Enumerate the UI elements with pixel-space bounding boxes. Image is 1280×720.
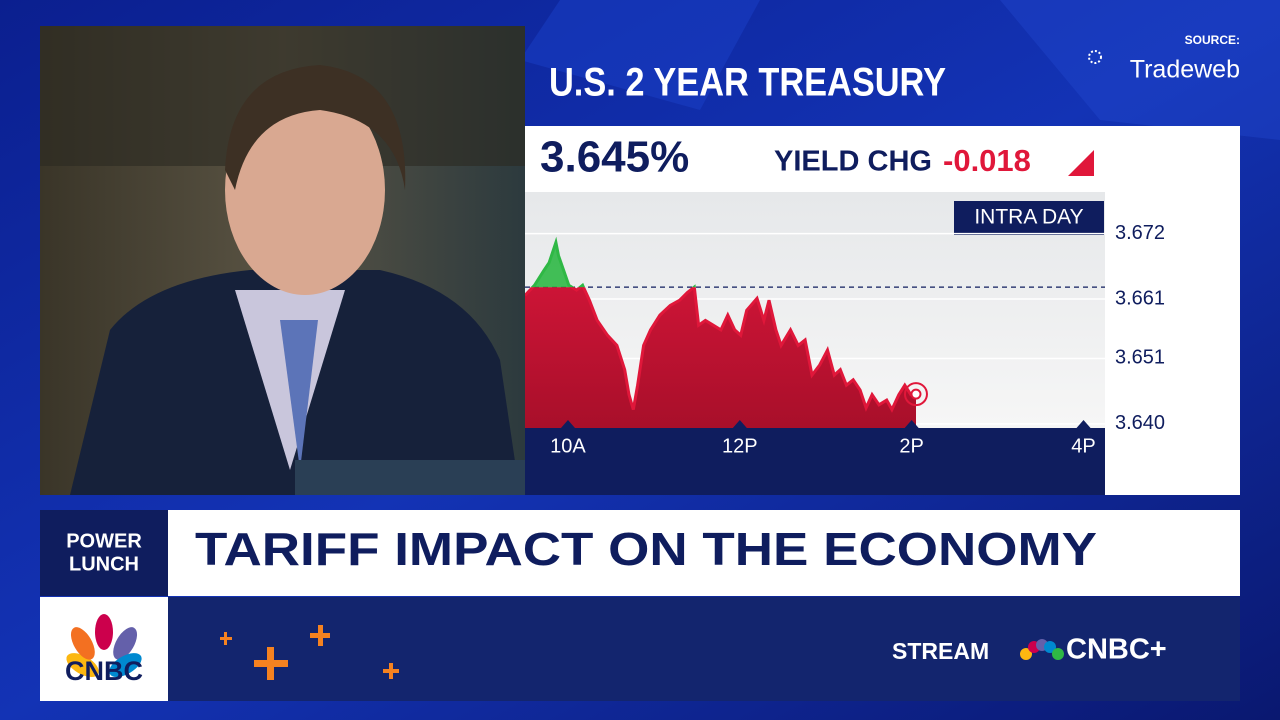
panel-title: U.S. 2 YEAR TREASURY [549,61,946,105]
x-tick-label: 10A [550,435,586,457]
peacock-logo [66,614,142,677]
bg-shape [520,0,760,110]
person-hair [225,65,406,190]
decor-plus [220,625,399,680]
y-axis-panel [1105,192,1240,495]
person-face [225,85,385,295]
source-label: SOURCE: [1185,33,1240,47]
x-tick-mark [732,420,747,428]
show-name-line2: LUNCH [69,553,139,575]
x-tick-mark [1076,420,1091,428]
change-arrow [1068,150,1094,176]
promo-brand: CNBC+ [1066,634,1167,666]
bg-shape [1000,0,1280,140]
y-tick-label: 3.661 [1115,287,1165,309]
laptop [295,460,525,495]
end-marker [910,388,922,400]
ticker-band [168,597,1240,701]
panel-header [525,126,1240,192]
source-name: Tradeweb [1130,56,1240,84]
x-axis-band [525,428,1105,495]
network-name: CNBC [65,656,143,686]
x-tick-label: 12P [722,435,758,457]
y-tick-label: 3.672 [1115,222,1165,244]
line-down [525,287,917,413]
change-value: -0.018 [943,143,1031,178]
y-tick-label: 3.651 [1115,347,1165,369]
x-tick-label: 4P [1071,435,1095,457]
lower-third [40,510,1240,596]
headline: TARIFF IMPACT ON THE ECONOMY [195,523,1097,575]
yield-value: 3.645% [540,133,689,182]
y-tick-label: 3.640 [1115,412,1165,434]
show-badge [40,510,168,596]
area-fill-up [532,242,695,288]
plot [525,232,1105,428]
promo-prefix: STREAM [892,638,989,664]
x-tick-mark [904,420,919,428]
x-tick-label: 2P [899,435,923,457]
x-tick-mark [560,420,575,428]
source-logo-icon [1088,50,1102,64]
period-badge [954,201,1104,235]
change-label: YIELD CHG [774,146,932,178]
period-label: INTRA DAY [974,206,1083,229]
person-tie [280,320,318,470]
show-name-line1: POWER [66,530,142,552]
end-marker-ring [903,382,928,407]
promo-peacock [1020,639,1064,660]
area-fill-down [525,287,916,428]
